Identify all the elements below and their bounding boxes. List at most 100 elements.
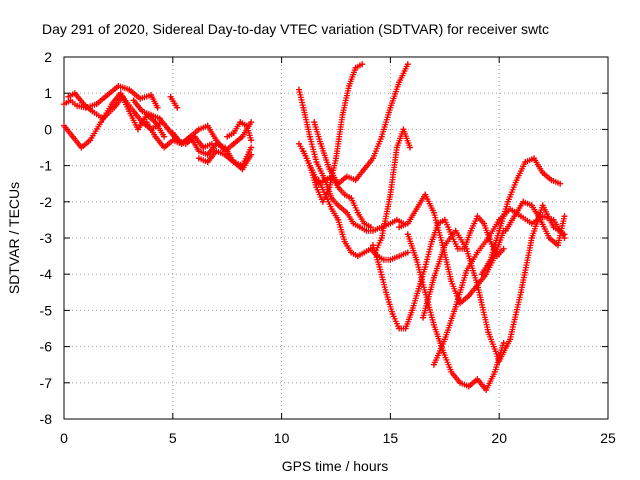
data-point	[517, 213, 524, 220]
data-point	[165, 126, 172, 133]
data-point	[137, 95, 144, 102]
data-point	[71, 90, 78, 97]
data-point	[400, 126, 407, 133]
data-point	[378, 133, 385, 140]
data-point	[65, 93, 72, 100]
data-point	[126, 86, 133, 93]
data-point	[496, 227, 503, 234]
data-point	[430, 274, 437, 281]
data-point	[367, 245, 374, 252]
data-point	[387, 220, 394, 227]
data-point	[372, 249, 379, 256]
data-point	[561, 213, 568, 220]
data-point	[115, 82, 122, 89]
data-point	[339, 111, 346, 118]
x-tick-label: 25	[600, 430, 616, 446]
data-point	[213, 148, 220, 155]
data-point	[457, 300, 464, 307]
data-point	[61, 122, 67, 129]
data-point	[167, 93, 174, 100]
data-point	[487, 256, 494, 263]
data-point	[169, 137, 176, 144]
data-point	[313, 184, 320, 191]
data-point	[474, 213, 481, 220]
data-series	[404, 231, 507, 394]
data-point	[413, 206, 420, 213]
data-point	[152, 133, 159, 140]
data-point	[511, 213, 518, 220]
data-point	[487, 238, 494, 245]
data-point	[300, 148, 307, 155]
data-point	[341, 191, 348, 198]
data-point	[369, 242, 376, 249]
data-series	[478, 155, 564, 278]
data-point	[296, 140, 303, 147]
data-point	[306, 133, 313, 140]
data-point	[326, 166, 333, 173]
data-point	[319, 198, 326, 205]
data-point	[478, 271, 485, 278]
data-point	[550, 216, 557, 223]
data-point	[404, 249, 411, 256]
data-point	[356, 224, 363, 231]
x-tick-labels: 0 5 10 15 20 25	[60, 430, 616, 446]
data-point	[363, 227, 370, 234]
data-point	[406, 144, 413, 151]
data-point	[296, 86, 303, 93]
data-point	[474, 282, 481, 289]
data-point	[507, 336, 514, 343]
data-point	[430, 321, 437, 328]
data-point	[154, 104, 161, 111]
data-point	[78, 144, 85, 151]
data-point	[352, 64, 359, 71]
data-point	[335, 180, 342, 187]
data-point	[387, 256, 394, 263]
data-series	[224, 119, 255, 144]
data-point	[441, 336, 448, 343]
y-tick-label: -6	[40, 339, 53, 355]
data-point	[393, 216, 400, 223]
data-point	[413, 256, 420, 263]
data-point	[361, 166, 368, 173]
data-point	[496, 358, 503, 365]
data-point	[539, 202, 546, 209]
data-point	[87, 137, 94, 144]
data-point	[480, 220, 487, 227]
data-point	[522, 158, 529, 165]
data-point	[239, 133, 246, 140]
data-series	[315, 177, 411, 263]
data-point	[361, 220, 368, 227]
data-point	[546, 235, 553, 241]
data-point	[452, 227, 459, 234]
data-point	[348, 195, 355, 202]
data-point	[422, 263, 429, 270]
data-point	[317, 140, 324, 147]
data-point	[222, 151, 229, 158]
data-series	[300, 148, 374, 231]
data-point	[335, 202, 342, 209]
data-point	[343, 173, 350, 180]
data-point	[322, 177, 329, 184]
data-point	[130, 97, 137, 104]
data-point	[178, 140, 185, 147]
data-series	[169, 119, 255, 155]
data-point	[537, 216, 544, 223]
data-point	[367, 224, 374, 231]
data-point	[420, 314, 427, 321]
data-point	[204, 122, 211, 129]
data-point	[402, 325, 409, 332]
data-point	[474, 249, 481, 256]
data-point	[169, 130, 176, 137]
y-tick-label: -4	[40, 266, 53, 282]
data-point	[387, 191, 394, 198]
grid-lines	[64, 57, 608, 419]
data-point	[195, 148, 202, 155]
data-point	[465, 292, 472, 299]
axis-ticks	[63, 56, 609, 420]
data-series	[502, 198, 568, 249]
x-tick-label: 20	[491, 430, 507, 446]
data-point	[119, 93, 126, 100]
data-point	[496, 216, 503, 223]
y-tick-label: 1	[44, 85, 52, 101]
